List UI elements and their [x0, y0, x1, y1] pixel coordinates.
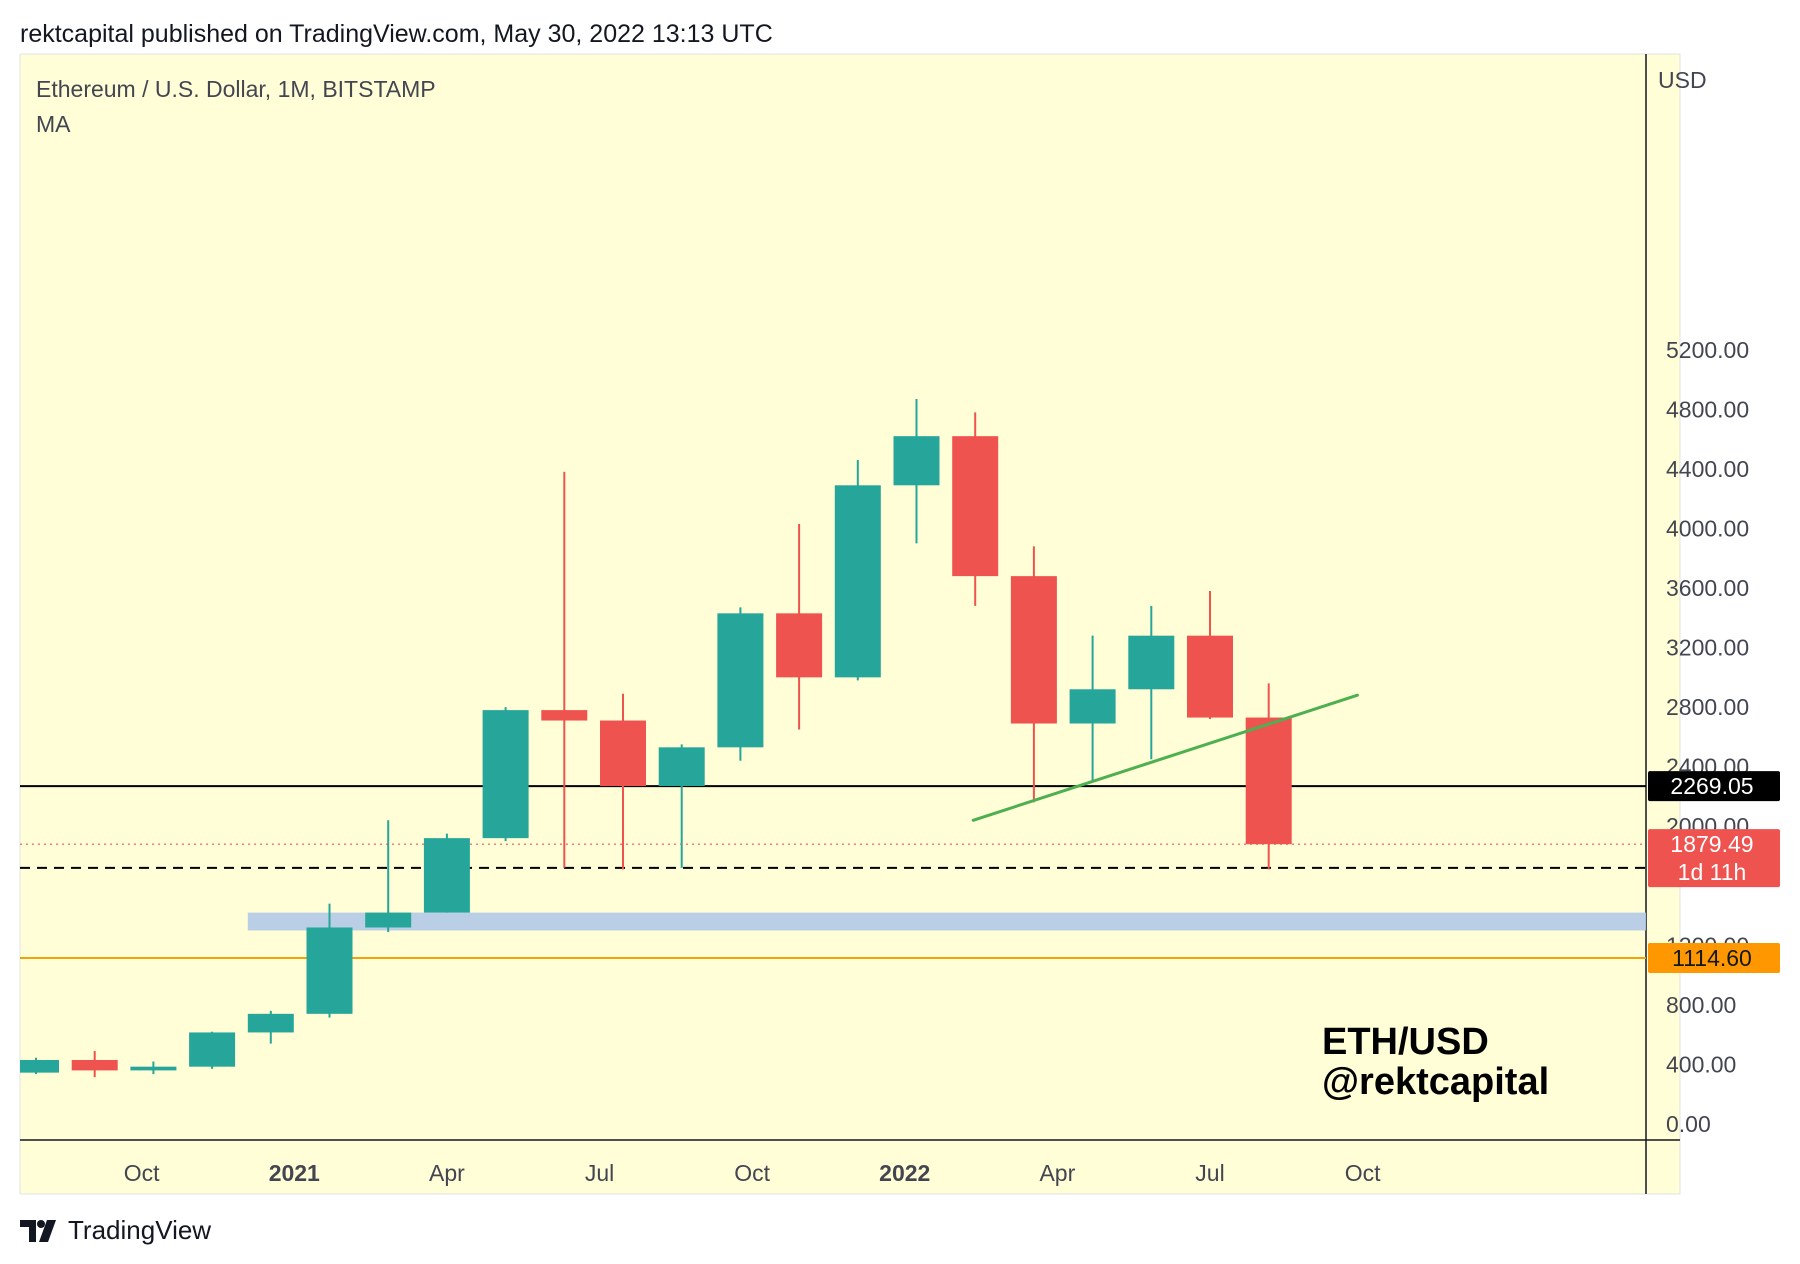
watermark-line2: @rektcapital [1322, 1061, 1549, 1103]
candle [952, 412, 999, 606]
candle [717, 607, 764, 761]
y-tick-label: 0.00 [1666, 1111, 1711, 1137]
candle-body [1010, 576, 1057, 724]
candle [247, 1010, 294, 1044]
candle-body [952, 436, 999, 577]
x-tick-label: Apr [1039, 1160, 1075, 1186]
candle [541, 471, 588, 868]
publish-header: rektcapital published on TradingView.com… [20, 20, 773, 48]
last-price-label: 1879.49 [1670, 831, 1753, 857]
y-tick-label: 2800.00 [1666, 694, 1749, 720]
candle-body [306, 927, 353, 1014]
level-price-label-bg [1648, 771, 1780, 802]
candle [658, 744, 705, 868]
candle-body [247, 1013, 294, 1033]
candle [130, 1061, 177, 1075]
candle-body [20, 1059, 59, 1073]
candle [1187, 591, 1233, 720]
candle-body [658, 747, 705, 787]
x-tick-label: 2021 [269, 1160, 320, 1186]
last-price-tag-bg [1648, 829, 1780, 888]
x-tick-label: Oct [124, 1160, 160, 1186]
candle-body [423, 838, 470, 913]
support-zone [247, 912, 1646, 931]
x-tick-label: Jul [1195, 1160, 1224, 1186]
trendline [971, 693, 1359, 822]
tradingview-brand: TradingView [68, 1215, 212, 1245]
level-price-label-bg [1648, 943, 1780, 974]
price-axis-unit: USD [1658, 67, 1707, 93]
candle-body [834, 485, 881, 678]
candle [1010, 546, 1057, 803]
candle-body [776, 613, 823, 678]
candle [189, 1031, 236, 1069]
y-tick-label: 400.00 [1666, 1051, 1736, 1077]
x-tick-label: Apr [429, 1160, 465, 1186]
y-tick-label: 4000.00 [1666, 515, 1749, 541]
candle [1128, 605, 1175, 760]
tradingview-footer[interactable]: TradingView [20, 1215, 211, 1246]
y-tick-label: 3600.00 [1666, 575, 1749, 601]
candle-body [541, 710, 588, 721]
candle [365, 820, 412, 932]
watermark-line1: ETH/USD [1322, 1021, 1489, 1063]
candle-body [717, 613, 764, 748]
legend-symbol: Ethereum / U.S. Dollar, 1M, BITSTAMP [36, 76, 436, 102]
candle [893, 398, 940, 544]
candle [423, 833, 470, 913]
candle-body [482, 710, 529, 839]
candle-body [1187, 635, 1233, 718]
x-tick-label: 2022 [879, 1160, 930, 1186]
candle [306, 903, 353, 1018]
candle-body [1069, 689, 1116, 724]
level-price-label: 1114.60 [1672, 945, 1752, 971]
level-price-label: 2269.05 [1670, 773, 1753, 799]
candle [834, 459, 881, 681]
candle-body [1128, 635, 1175, 690]
candle-body [365, 912, 412, 928]
y-tick-label: 4400.00 [1666, 456, 1749, 482]
candle-body [1245, 717, 1292, 845]
candle-body [600, 720, 646, 787]
x-tick-label: Oct [1345, 1160, 1381, 1186]
candle-body [130, 1066, 177, 1071]
candle [1069, 635, 1116, 782]
candle [20, 1057, 59, 1075]
y-tick-label: 3200.00 [1666, 635, 1749, 661]
legend-indicator: MA [36, 111, 71, 137]
candle [600, 693, 646, 870]
x-tick-label: Jul [585, 1160, 614, 1186]
candle [1245, 683, 1292, 870]
tradingview-logo-icon [20, 1219, 56, 1242]
candle [776, 524, 823, 730]
y-tick-label: 4800.00 [1666, 396, 1749, 422]
candle-body [893, 436, 940, 486]
candle [71, 1051, 118, 1078]
x-tick-label: Oct [734, 1160, 770, 1186]
y-tick-label: 5200.00 [1666, 337, 1749, 363]
candle-body [71, 1059, 118, 1071]
y-tick-label: 800.00 [1666, 992, 1736, 1018]
candle-countdown-label: 1d 11h [1678, 859, 1747, 885]
candle [482, 707, 529, 842]
candle-body [189, 1032, 236, 1067]
